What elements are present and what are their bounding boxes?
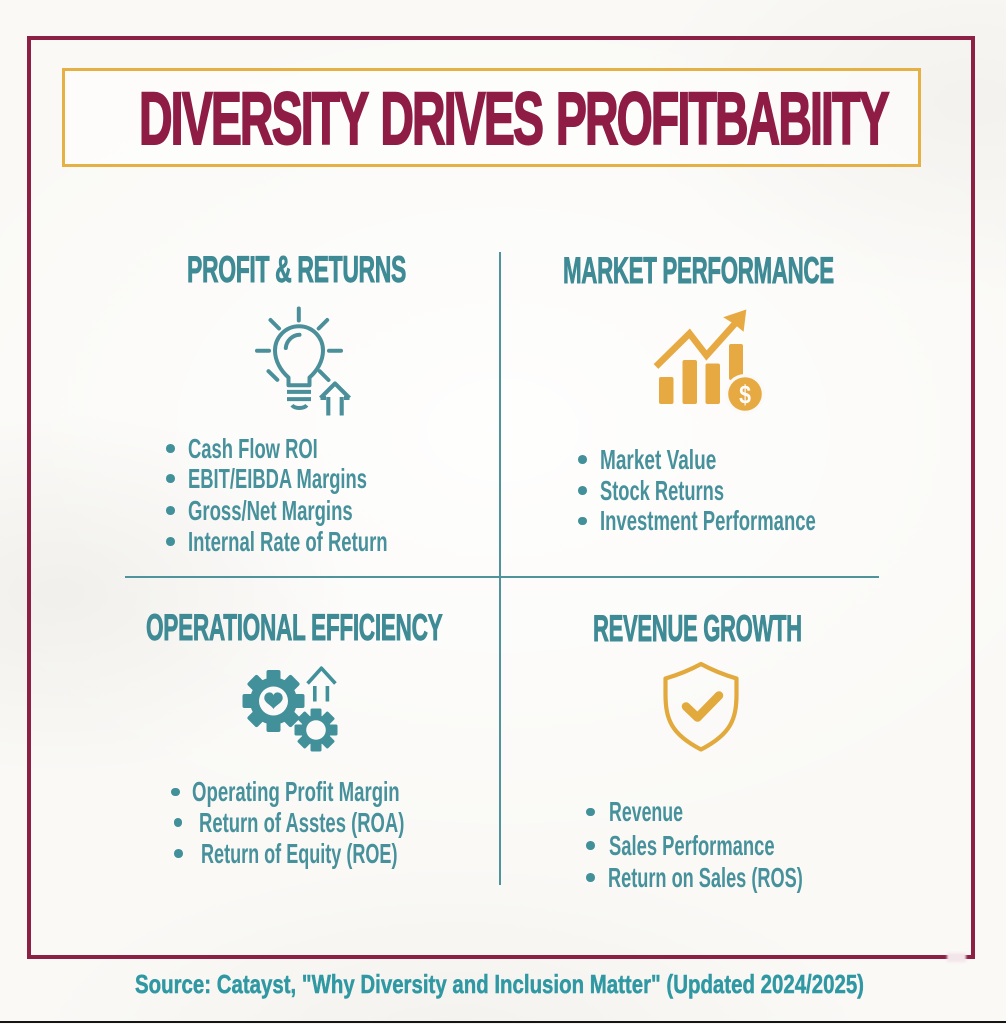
svg-text:$: $ xyxy=(739,381,751,411)
